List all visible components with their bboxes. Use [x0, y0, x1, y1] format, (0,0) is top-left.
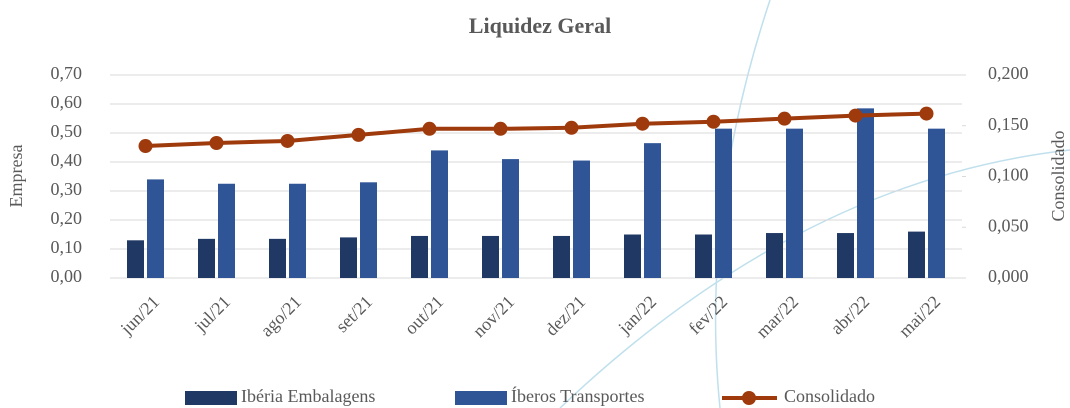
y-tick-label: 0,00 — [51, 266, 83, 286]
chart-title: Liquidez Geral — [469, 13, 611, 38]
y-tick-label: 0,30 — [51, 179, 83, 199]
line-marker — [422, 121, 437, 136]
bar — [695, 234, 712, 278]
line-marker — [564, 120, 579, 135]
y2-axis-label: Consolidado — [1048, 130, 1068, 221]
x-tick-label: jun/21 — [116, 292, 163, 339]
bar — [360, 182, 377, 278]
x-tick-label: out/21 — [401, 292, 448, 339]
bar — [431, 150, 448, 278]
bar — [908, 231, 925, 278]
decor-curve — [559, 149, 1070, 408]
y-tick-label: 0,70 — [51, 63, 83, 83]
x-tick-label: ago/21 — [256, 292, 305, 341]
y2-tick-label: 0,000 — [988, 266, 1029, 286]
line-marker — [280, 133, 295, 148]
line-marker — [919, 106, 934, 121]
legend-swatch — [185, 391, 237, 405]
bar — [837, 233, 854, 278]
bar — [786, 128, 803, 278]
line-marker — [706, 114, 721, 129]
y-axis-label: Empresa — [6, 145, 26, 208]
bar — [269, 238, 286, 278]
x-tick-label: abr/22 — [827, 292, 874, 339]
bar — [411, 235, 428, 278]
bar — [502, 159, 519, 278]
y2-tick-label: 0,100 — [988, 165, 1029, 185]
bar — [573, 160, 590, 278]
line-marker — [209, 136, 224, 151]
y-tick-label: 0,60 — [51, 92, 83, 112]
bar — [644, 143, 661, 278]
legend-swatch — [742, 391, 756, 405]
bar — [218, 183, 235, 278]
bar — [553, 235, 570, 278]
y2-tick-label: 0,200 — [988, 63, 1029, 83]
bar — [340, 237, 357, 278]
x-tick-label: mar/22 — [752, 292, 802, 342]
line-marker — [138, 139, 153, 154]
y-tick-label: 0,20 — [51, 208, 83, 228]
legend-swatch — [455, 391, 507, 405]
bar — [147, 179, 164, 278]
bar — [928, 128, 945, 278]
x-tick-label: set/21 — [332, 292, 377, 337]
x-tick-label: jul/21 — [190, 292, 235, 337]
y-tick-label: 0,50 — [51, 121, 83, 141]
legend-label: Ibéria Embalagens — [241, 386, 375, 406]
line-marker — [777, 111, 792, 126]
legend-label: Íberos Transportes — [511, 385, 645, 406]
bar — [624, 234, 641, 278]
line-marker — [635, 116, 650, 131]
bar — [715, 128, 732, 278]
x-tick-label: jan/22 — [614, 292, 661, 339]
y-tick-label: 0,10 — [51, 237, 83, 257]
bar — [857, 108, 874, 278]
y2-tick-label: 0,050 — [988, 215, 1029, 235]
x-tick-label: mai/22 — [895, 292, 944, 341]
line-marker — [351, 127, 366, 142]
line-marker — [493, 121, 508, 136]
y-tick-label: 0,40 — [51, 150, 83, 170]
x-tick-label: dez/21 — [541, 292, 589, 340]
legend-label: Consolidado — [784, 386, 875, 406]
line — [145, 111, 927, 149]
bar — [289, 183, 306, 278]
bar — [766, 233, 783, 278]
bar — [127, 240, 144, 278]
bar — [198, 238, 215, 278]
x-tick-label: nov/21 — [469, 292, 519, 342]
line-marker — [848, 108, 863, 123]
y2-tick-label: 0,150 — [988, 114, 1029, 134]
bar — [482, 235, 499, 278]
